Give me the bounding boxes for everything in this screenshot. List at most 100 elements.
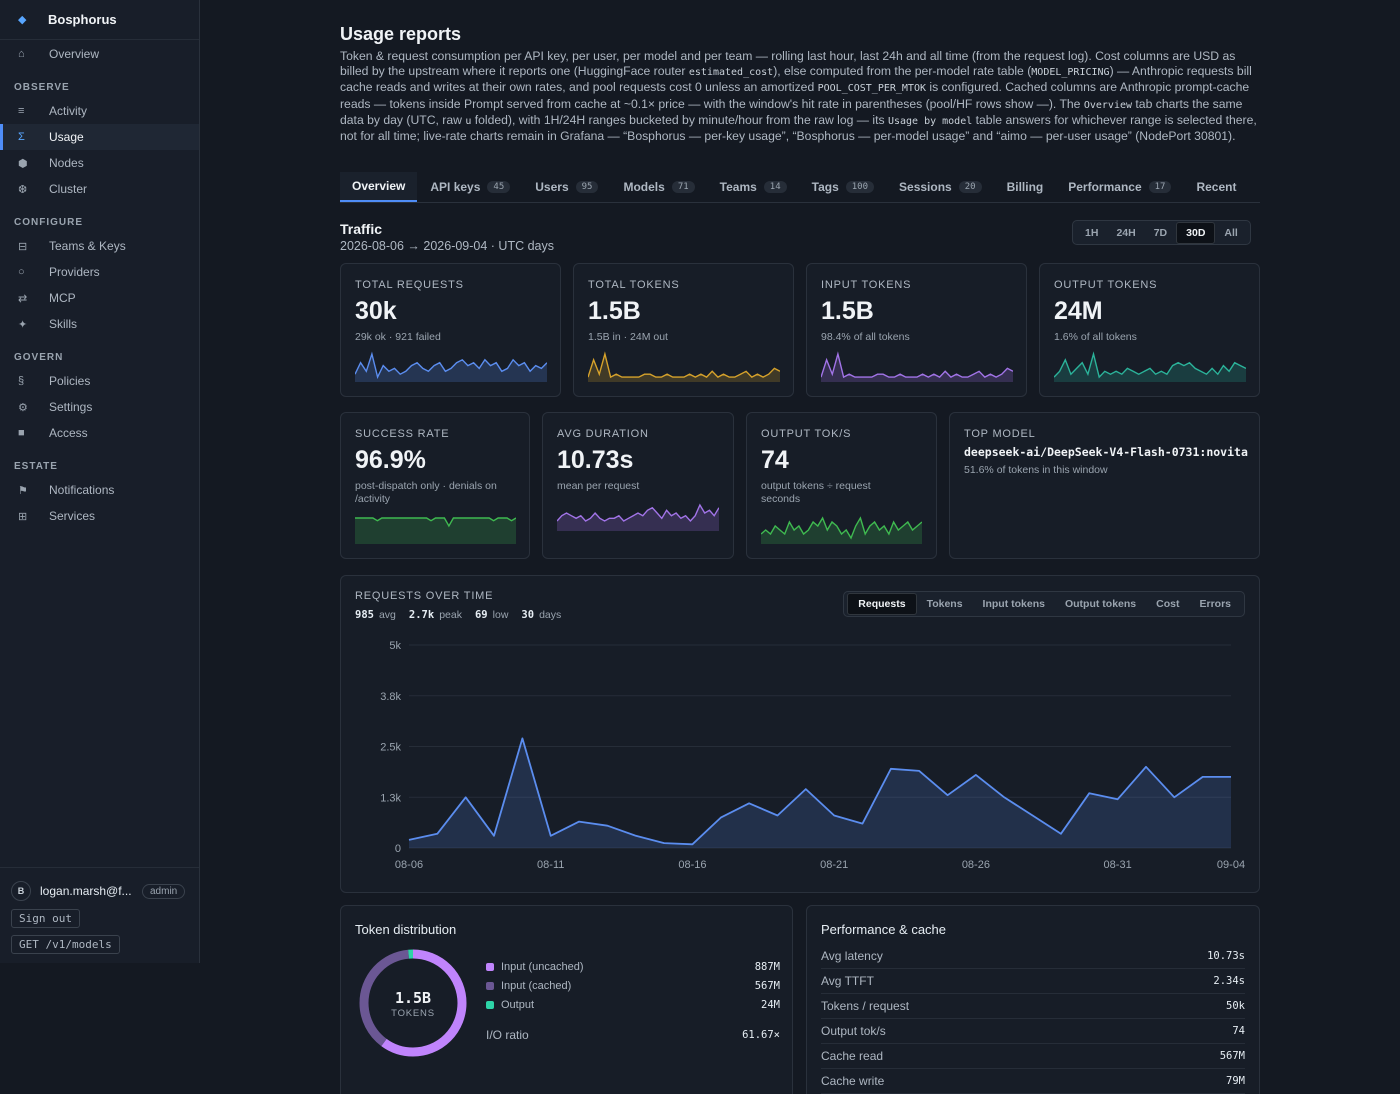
mcp-icon: ⇄ [18, 292, 28, 305]
requests-area-chart: 0 1.3k 2.5k 3.8k 5k 08-06 08-11 08-16 08-21 08-26… [380, 640, 1245, 871]
tab-sessions[interactable]: Sessions 20 [887, 172, 994, 202]
sidebar: ◆ Bosphorus ⌂ Overview OBSERVE ≡ Activity… [0, 0, 200, 963]
gear-icon: ⚙ [18, 401, 28, 414]
sidebar-item-label: Overview [49, 47, 100, 61]
x-tick-label: 09-04 [1217, 859, 1245, 871]
metric-input-tokens-button[interactable]: Input tokens [982, 598, 1045, 610]
stat-label: OUTPUT TOK/S [761, 428, 852, 440]
sparkline [821, 351, 1013, 382]
y-tick-label: 3.8k [380, 691, 401, 703]
sidebar-item-access[interactable]: ■ Access [0, 420, 199, 446]
perf-row-tokens-per-request: Tokens / request 50k [821, 994, 1245, 1019]
sidebar-item-services[interactable]: ⊞ Services [0, 503, 199, 529]
grid-icon: ⊞ [18, 510, 28, 523]
tab-count-badge: 17 [1148, 181, 1172, 193]
sidebar-item-notifications[interactable]: ⚑ Notifications [0, 477, 199, 503]
range-selector: 1H 24H 7D 30D All [1072, 220, 1251, 245]
sparkline [557, 503, 719, 531]
tab-billing[interactable]: Billing [1006, 180, 1044, 194]
tab-overview[interactable]: Overview [340, 172, 418, 202]
sparkline-line [355, 517, 516, 528]
tab-teams[interactable]: Teams 14 [708, 172, 799, 202]
tab-count-badge: 14 [763, 181, 787, 193]
sparkline [588, 351, 780, 382]
token-distribution-card: Token distribution 1.5B TOKENS Input (un… [340, 905, 793, 1094]
provider-icon: ○ [18, 266, 25, 278]
stat-sub: mean per request [557, 480, 640, 492]
sparkline [1054, 351, 1246, 382]
home-icon: ⌂ [18, 48, 25, 60]
sidebar-item-skills[interactable]: ✦ Skills [0, 311, 199, 337]
sidebar-item-overview[interactable]: ⌂ Overview [0, 41, 199, 67]
range-all-button[interactable]: All [1224, 226, 1238, 239]
range-24h-button[interactable]: 24H [1116, 226, 1136, 239]
diamond-logo-icon: ◆ [18, 14, 27, 26]
sparkline-line [355, 351, 547, 380]
brand[interactable]: ◆ Bosphorus [0, 0, 199, 40]
stat-value: 1.5B [588, 297, 641, 325]
perf-row-avg-ttft: Avg TTFT 2.34s [821, 969, 1245, 994]
tab-api-keys[interactable]: API keys 45 [418, 172, 522, 202]
metric-requests-button[interactable]: Requests [847, 593, 917, 615]
donut-segment [359, 949, 467, 1057]
y-tick-label: 0 [395, 843, 401, 855]
metric-cost-button[interactable]: Cost [1156, 598, 1180, 610]
stat-label: OUTPUT TOKENS [1054, 279, 1158, 291]
user-row[interactable]: B logan.marsh@f... admin [11, 880, 199, 902]
performance-cache-card: Performance & cache Avg latency 10.73s Av… [806, 905, 1260, 1094]
donut-center-label: TOKENS [391, 1008, 435, 1019]
sidebar-item-policies[interactable]: § Policies [0, 368, 199, 394]
sparkline-line [761, 516, 922, 540]
tab-models[interactable]: Models 71 [611, 172, 706, 202]
stat-sub: 1.6% of all tokens [1054, 331, 1137, 343]
page-description: Token & request consumption per API key,… [340, 49, 1257, 144]
sigma-icon: Σ [18, 131, 25, 143]
sidebar-item-usage[interactable]: Σ Usage [0, 124, 199, 150]
sidebar-item-nodes[interactable]: ⬢ Nodes [0, 150, 199, 176]
sidebar-item-activity[interactable]: ≡ Activity [0, 98, 199, 124]
stat-sub: 29k ok · 921 failed [355, 331, 441, 343]
stat-card-input-tokens: INPUT TOKENS 1.5B 98.4% of all tokens [806, 263, 1027, 397]
stat-value: 74 [761, 446, 789, 474]
stat-label: AVG DURATION [557, 428, 649, 440]
sparkline-line [557, 503, 719, 523]
metric-errors-button[interactable]: Errors [1199, 598, 1231, 610]
chart-stat-days: 30 days [521, 609, 562, 621]
sparkline [761, 516, 922, 544]
sparkline-line [1054, 351, 1246, 379]
stat-card-output-tok-s: OUTPUT TOK/S 74 output tokens ÷ request … [746, 412, 937, 559]
sidebar-item-mcp[interactable]: ⇄ MCP [0, 285, 199, 311]
chart-stat-avg: 985 avg [355, 609, 396, 621]
metric-output-tokens-button[interactable]: Output tokens [1064, 598, 1137, 610]
range-1h-button[interactable]: 1H [1085, 226, 1099, 239]
sign-out-button[interactable]: Sign out [11, 909, 80, 928]
sidebar-item-providers[interactable]: ○ Providers [0, 259, 199, 285]
legend-swatch [486, 1001, 494, 1009]
sidebar-item-label: Usage [49, 130, 84, 144]
range-7d-button[interactable]: 7D [1153, 226, 1168, 239]
tab-users[interactable]: Users 95 [523, 172, 610, 202]
access-icon: ■ [18, 427, 25, 439]
sparkline-area [557, 505, 719, 531]
stat-card-total-tokens: TOTAL TOKENS 1.5B 1.5B in · 24M out [573, 263, 794, 397]
token-donut-chart [359, 949, 467, 1057]
sparkline-area [821, 354, 1013, 382]
tab-recent[interactable]: Recent [1196, 180, 1237, 194]
policy-icon: § [18, 375, 25, 387]
sidebar-item-teams-keys[interactable]: ⊟ Teams & Keys [0, 233, 199, 259]
section-label-estate: ESTATE [14, 461, 58, 472]
chart-stat-low: 69 low [474, 609, 509, 621]
sidebar-item-label: Cluster [49, 182, 88, 196]
sidebar-item-settings[interactable]: ⚙ Settings [0, 394, 199, 420]
top-model-name[interactable]: deepseek-ai/DeepSeek-V4-Flash-0731:novit… [964, 445, 1248, 459]
endpoint-button[interactable]: GET /v1/models [11, 935, 120, 954]
sidebar-item-label: Access [49, 426, 88, 440]
metric-tokens-button[interactable]: Tokens [926, 598, 963, 610]
sidebar-item-cluster[interactable]: ❆ Cluster [0, 176, 199, 202]
stat-value: 10.73s [557, 446, 634, 474]
tab-performance[interactable]: Performance 17 [1056, 172, 1183, 202]
tab-tags[interactable]: Tags 100 [800, 172, 886, 202]
range-30d-button[interactable]: 30D [1176, 221, 1216, 244]
app-name: Bosphorus [48, 12, 117, 27]
sparkline-area [588, 354, 780, 382]
